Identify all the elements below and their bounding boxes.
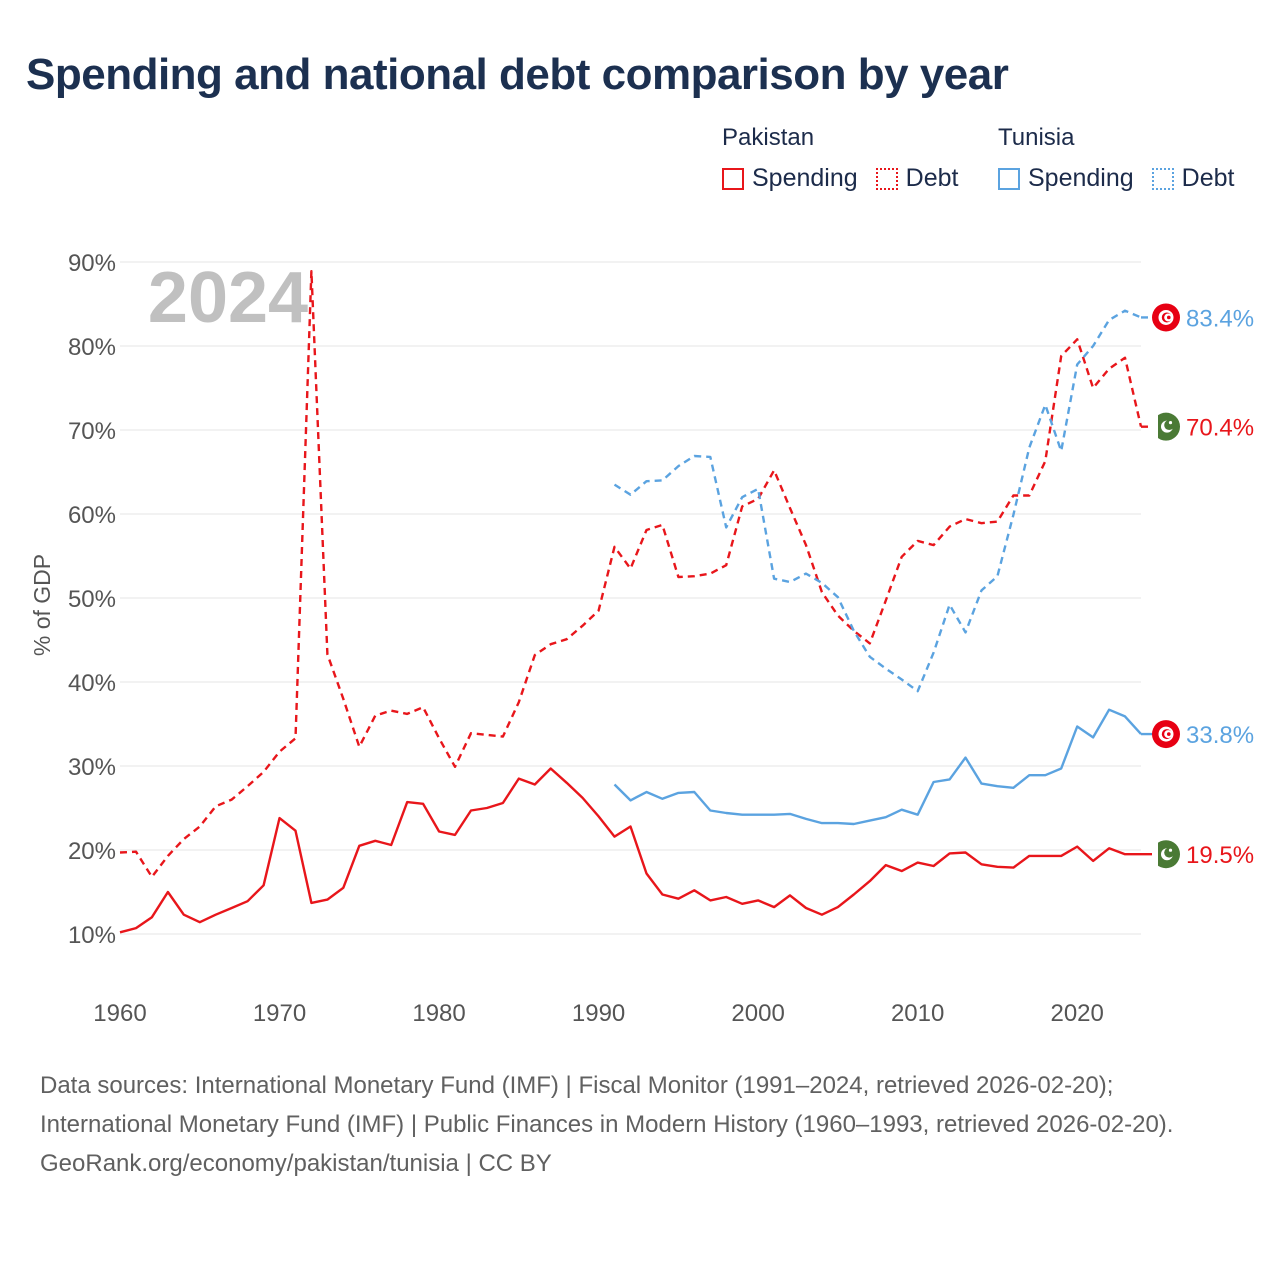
x-tick-label: 2010 — [891, 1000, 944, 1027]
x-tick-label: 2020 — [1050, 1000, 1103, 1027]
y-tick-label: 10% — [68, 922, 116, 949]
legend-group-pakistan: Pakistan Spending Debt — [722, 124, 976, 193]
legend-group-tunisia: Tunisia Spending Debt — [998, 124, 1234, 193]
legend-item-tunisia-debt[interactable]: Debt — [1151, 164, 1235, 193]
legend-swatch-dotted-icon — [1151, 167, 1174, 190]
credit-link[interactable]: GeoRank.org/economy/pakistan/tunisia | C… — [40, 1150, 552, 1177]
y-tick-label: 50% — [68, 586, 116, 613]
end-markers: 70.4% 19.5% 83.4% 33.8% — [1152, 303, 1254, 869]
legend-item-tunisia-spending[interactable]: Spending — [998, 164, 1134, 193]
legend-item-pakistan-debt[interactable]: Debt — [875, 164, 959, 193]
series-lines — [119, 270, 1160, 934]
data-sources: Data sources: International Monetary Fun… — [40, 1072, 1174, 1138]
tunisia-flag-icon — [1152, 303, 1180, 332]
y-tick-label: 20% — [68, 838, 116, 865]
chart-title: Spending and national debt comparison by… — [26, 50, 1009, 99]
x-tick-label: 1970 — [253, 1000, 306, 1027]
legend-label: Spending — [1028, 164, 1134, 192]
year-watermark: 2024 — [148, 258, 308, 338]
legend-label: Debt — [1181, 164, 1235, 192]
line-chart: 2024 10% 20% 30% 40% 50% 60% 70% 80% 90% 1960 197… — [29, 250, 1254, 1027]
pakistan-flag-icon — [1152, 840, 1180, 869]
footer: Data sources: International Monetary Fun… — [40, 1066, 1240, 1183]
y-tick-label: 70% — [68, 418, 116, 445]
end-value-label: 83.4% — [1186, 305, 1254, 332]
x-axis-ticks: 1960 1970 1980 1990 2000 2010 2020 — [93, 1000, 1104, 1027]
y-tick-label: 30% — [68, 754, 116, 781]
legend-label: Debt — [905, 164, 959, 192]
legend-swatch-solid-icon — [998, 167, 1020, 190]
series-line-tunisia-spending[interactable] — [613, 708, 1142, 826]
x-tick-label: 2000 — [731, 1000, 784, 1027]
end-value-label: 70.4% — [1186, 415, 1254, 442]
gridlines — [120, 261, 1141, 935]
y-tick-label: 80% — [68, 334, 116, 361]
series-line-pakistan-spending[interactable] — [119, 767, 1141, 934]
x-tick-label: 1960 — [93, 1000, 146, 1027]
x-tick-label: 1980 — [412, 1000, 465, 1027]
legend-country-pakistan: Pakistan — [722, 124, 815, 151]
y-tick-label: 60% — [68, 502, 116, 529]
end-value-label: 19.5% — [1186, 842, 1254, 869]
y-tick-label: 90% — [68, 250, 116, 277]
tunisia-flag-icon — [1152, 720, 1180, 749]
pakistan-flag-icon — [1152, 412, 1180, 441]
x-tick-label: 1990 — [572, 1000, 625, 1027]
y-tick-label: 40% — [68, 670, 116, 697]
series-line-pakistan-debt[interactable] — [119, 270, 1143, 879]
y-axis-ticks: 10% 20% 30% 40% 50% 60% 70% 80% 90% — [68, 250, 116, 949]
series-line-tunisia-debt[interactable] — [613, 309, 1142, 693]
end-value-label: 33.8% — [1186, 722, 1254, 749]
legend-swatch-dotted-icon — [875, 167, 898, 190]
y-axis-label: % of GDP — [29, 554, 55, 656]
legend-country-tunisia: Tunisia — [998, 124, 1075, 151]
legend-item-pakistan-spending[interactable]: Spending — [722, 164, 858, 193]
legend-label: Spending — [752, 164, 858, 192]
legend-swatch-solid-icon — [722, 167, 744, 190]
